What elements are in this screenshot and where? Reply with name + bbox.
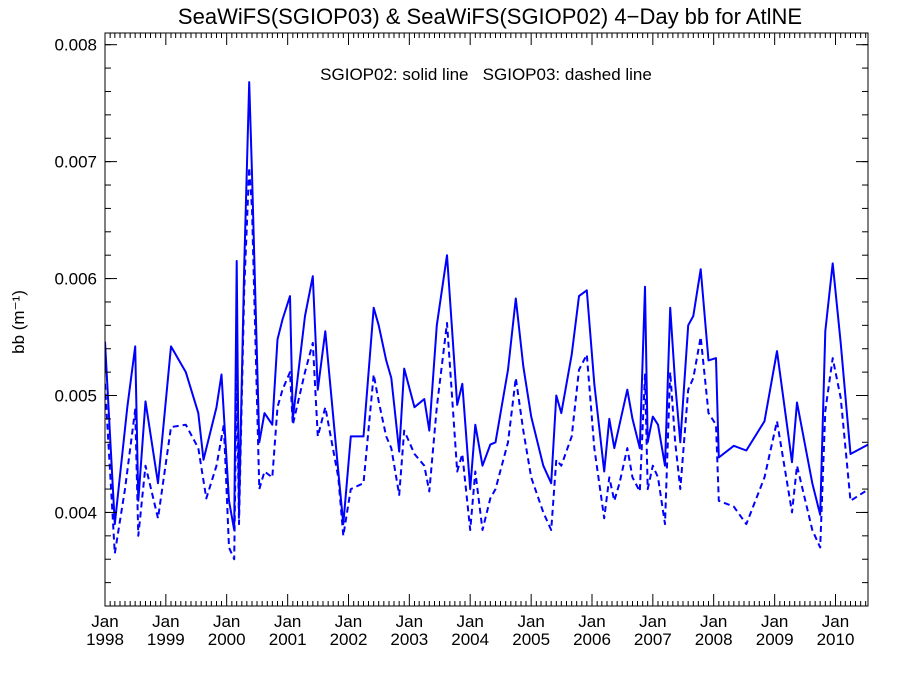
- x-tick-month-label: Jan: [152, 612, 179, 631]
- y-tick-label: 0.007: [54, 153, 97, 172]
- y-tick-label: 0.006: [54, 270, 97, 289]
- series-line-dashed: [105, 166, 868, 561]
- x-tick-month-label: Jan: [456, 612, 483, 631]
- y-tick-label: 0.008: [54, 36, 97, 55]
- x-tick-year-label: 2003: [390, 630, 428, 649]
- x-tick-month-label: Jan: [274, 612, 301, 631]
- x-tick-year-label: 2007: [634, 630, 672, 649]
- x-tick-month-label: Jan: [91, 612, 118, 631]
- line-style-note: SGIOP02: solid line SGIOP03: dashed line: [320, 65, 652, 84]
- x-tick-year-label: 2000: [208, 630, 246, 649]
- x-tick-month-label: Jan: [578, 612, 605, 631]
- x-tick-month-label: Jan: [700, 612, 727, 631]
- x-tick-year-label: 2005: [512, 630, 550, 649]
- x-tick-month-label: Jan: [517, 612, 544, 631]
- x-tick-year-label: 2008: [695, 630, 733, 649]
- x-tick-month-label: Jan: [396, 612, 423, 631]
- x-tick-month-label: Jan: [761, 612, 788, 631]
- series-line-solid: [105, 81, 868, 531]
- y-tick-label: 0.005: [54, 387, 97, 406]
- x-tick-month-label: Jan: [213, 612, 240, 631]
- chart-title: SeaWiFS(SGIOP03) & SeaWiFS(SGIOP02) 4−Da…: [178, 4, 802, 29]
- x-tick-year-label: 1999: [147, 630, 185, 649]
- axis-layer: 0.0040.0050.0060.0070.008Jan1998Jan1999J…: [54, 33, 868, 649]
- x-tick-year-label: 2002: [330, 630, 368, 649]
- x-tick-month-label: Jan: [822, 612, 849, 631]
- x-tick-year-label: 2010: [817, 630, 855, 649]
- plot-frame: [104, 32, 869, 607]
- x-tick-year-label: 2001: [269, 630, 307, 649]
- x-tick-month-label: Jan: [335, 612, 362, 631]
- y-axis-label: bb (m⁻¹): [9, 290, 28, 354]
- x-tick-month-label: Jan: [639, 612, 666, 631]
- x-tick-year-label: 2004: [451, 630, 489, 649]
- x-tick-year-label: 2009: [756, 630, 794, 649]
- series-layer: [105, 81, 868, 561]
- y-tick-label: 0.004: [54, 503, 97, 522]
- x-tick-year-label: 2006: [573, 630, 611, 649]
- x-tick-year-label: 1998: [86, 630, 124, 649]
